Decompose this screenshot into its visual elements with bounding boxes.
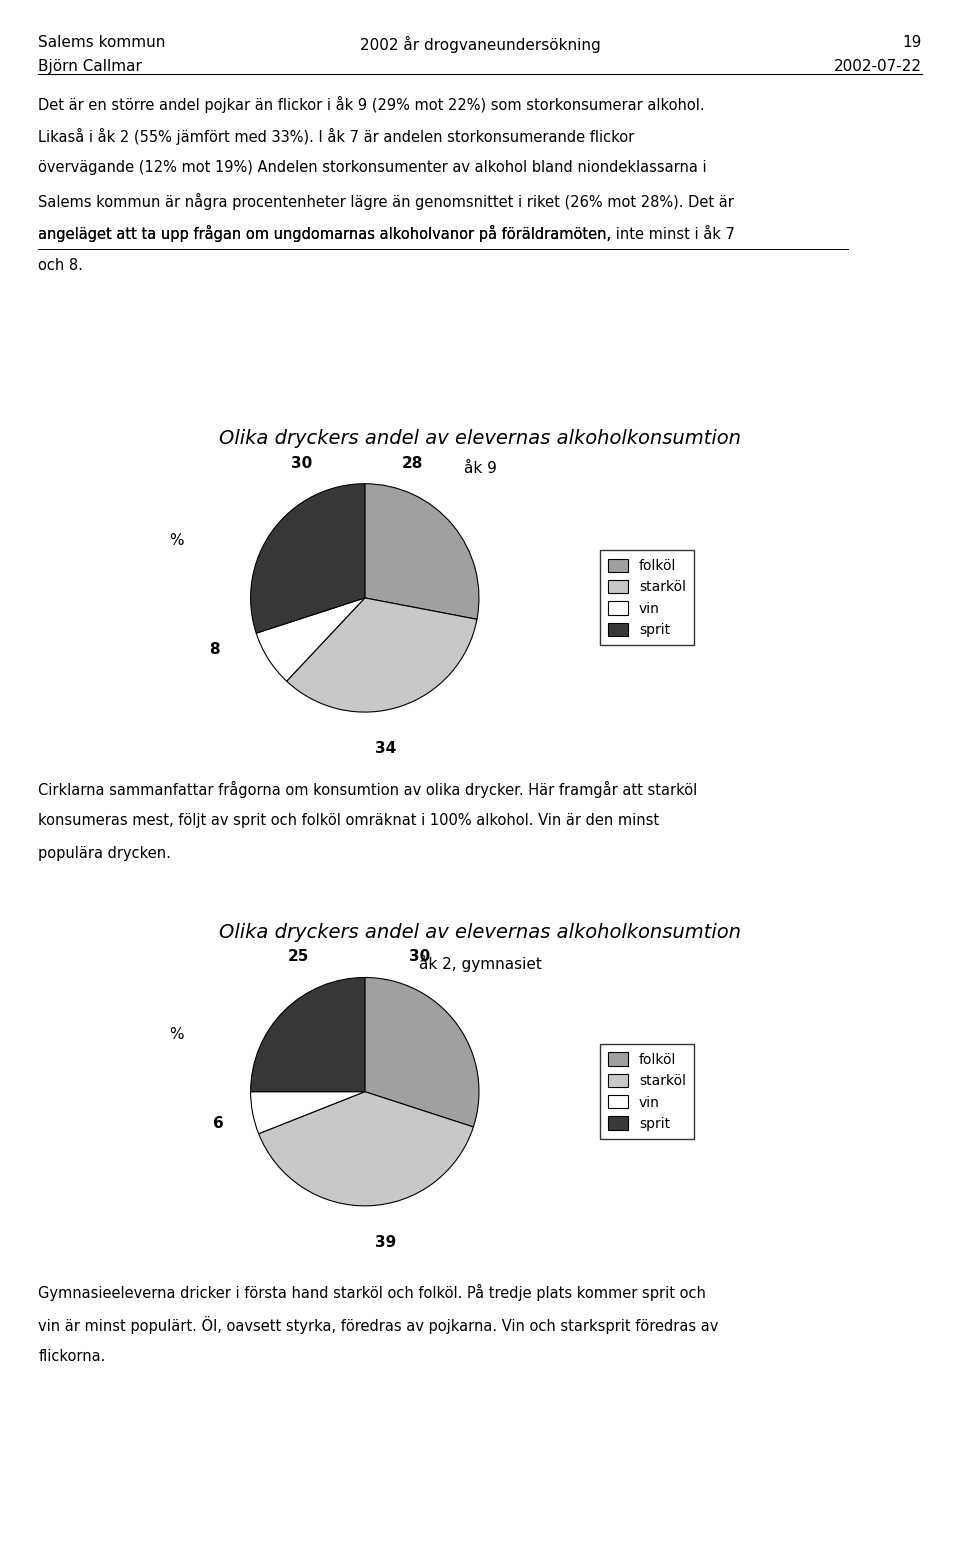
Wedge shape <box>251 978 365 1092</box>
Text: 39: 39 <box>374 1234 396 1250</box>
Text: åk 2, gymnasiet: åk 2, gymnasiet <box>419 955 541 972</box>
Text: %: % <box>169 1028 183 1042</box>
Text: 2002-07-22: 2002-07-22 <box>833 59 922 74</box>
Text: övervägande (12% mot 19%) Andelen storkonsumenter av alkohol bland niondeklassar: övervägande (12% mot 19%) Andelen storko… <box>38 160 707 176</box>
Text: 2002 år drogvaneundersökning: 2002 år drogvaneundersökning <box>360 35 600 52</box>
Text: 30: 30 <box>409 949 430 964</box>
Text: Gymnasieeleverna dricker i första hand starköl och folköl. På tredje plats komme: Gymnasieeleverna dricker i första hand s… <box>38 1284 707 1301</box>
Text: åk 9: åk 9 <box>464 461 496 477</box>
Wedge shape <box>258 1092 473 1205</box>
Text: konsumeras mest, följt av sprit och folköl omräknat i 100% alkohol. Vin är den m: konsumeras mest, följt av sprit och folk… <box>38 813 660 829</box>
Wedge shape <box>287 597 477 711</box>
Text: angeläget att ta upp frågan om ungdomarnas alkoholvanor på föräldramöten,: angeläget att ta upp frågan om ungdomarn… <box>38 225 612 242</box>
Text: 30: 30 <box>292 455 313 471</box>
Legend: folköl, starköl, vin, sprit: folköl, starköl, vin, sprit <box>600 551 694 645</box>
Text: Cirklarna sammanfattar frågorna om konsumtion av olika drycker. Här framgår att : Cirklarna sammanfattar frågorna om konsu… <box>38 781 698 798</box>
Wedge shape <box>251 1091 365 1134</box>
Text: Salems kommun är några procentenheter lägre än genomsnittet i riket (26% mot 28%: Salems kommun är några procentenheter lä… <box>38 193 734 210</box>
Text: Likaså i åk 2 (55% jämfört med 33%). I åk 7 är andelen storkonsumerande flickor: Likaså i åk 2 (55% jämfört med 33%). I å… <box>38 128 635 145</box>
Text: 28: 28 <box>402 455 423 471</box>
Text: Olika dryckers andel av elevernas alkoholkonsumtion: Olika dryckers andel av elevernas alkoho… <box>219 923 741 941</box>
Wedge shape <box>365 483 479 619</box>
Text: vin är minst populärt. Öl, oavsett styrka, föredras av pojkarna. Vin och starksp: vin är minst populärt. Öl, oavsett styrk… <box>38 1316 719 1335</box>
Text: och 8.: och 8. <box>38 258 84 273</box>
Text: Det är en större andel pojkar än flickor i åk 9 (29% mot 22%) som storkonsumerar: Det är en större andel pojkar än flickor… <box>38 96 705 113</box>
Text: %: % <box>169 534 183 548</box>
Text: 25: 25 <box>288 949 309 964</box>
Wedge shape <box>251 483 365 633</box>
Wedge shape <box>256 597 365 680</box>
Text: angeläget att ta upp frågan om ungdomarnas alkoholvanor på föräldramöten, inte m: angeläget att ta upp frågan om ungdomarn… <box>38 225 735 242</box>
Text: flickorna.: flickorna. <box>38 1349 106 1364</box>
Legend: folköl, starköl, vin, sprit: folköl, starköl, vin, sprit <box>600 1045 694 1139</box>
Wedge shape <box>365 978 479 1126</box>
Text: populära drycken.: populära drycken. <box>38 846 171 861</box>
Text: Salems kommun: Salems kommun <box>38 35 166 51</box>
Text: 19: 19 <box>902 35 922 51</box>
Text: Björn Callmar: Björn Callmar <box>38 59 142 74</box>
Text: 6: 6 <box>213 1116 224 1131</box>
Text: 8: 8 <box>208 642 220 657</box>
Text: 34: 34 <box>374 741 396 756</box>
Text: Olika dryckers andel av elevernas alkoholkonsumtion: Olika dryckers andel av elevernas alkoho… <box>219 429 741 447</box>
